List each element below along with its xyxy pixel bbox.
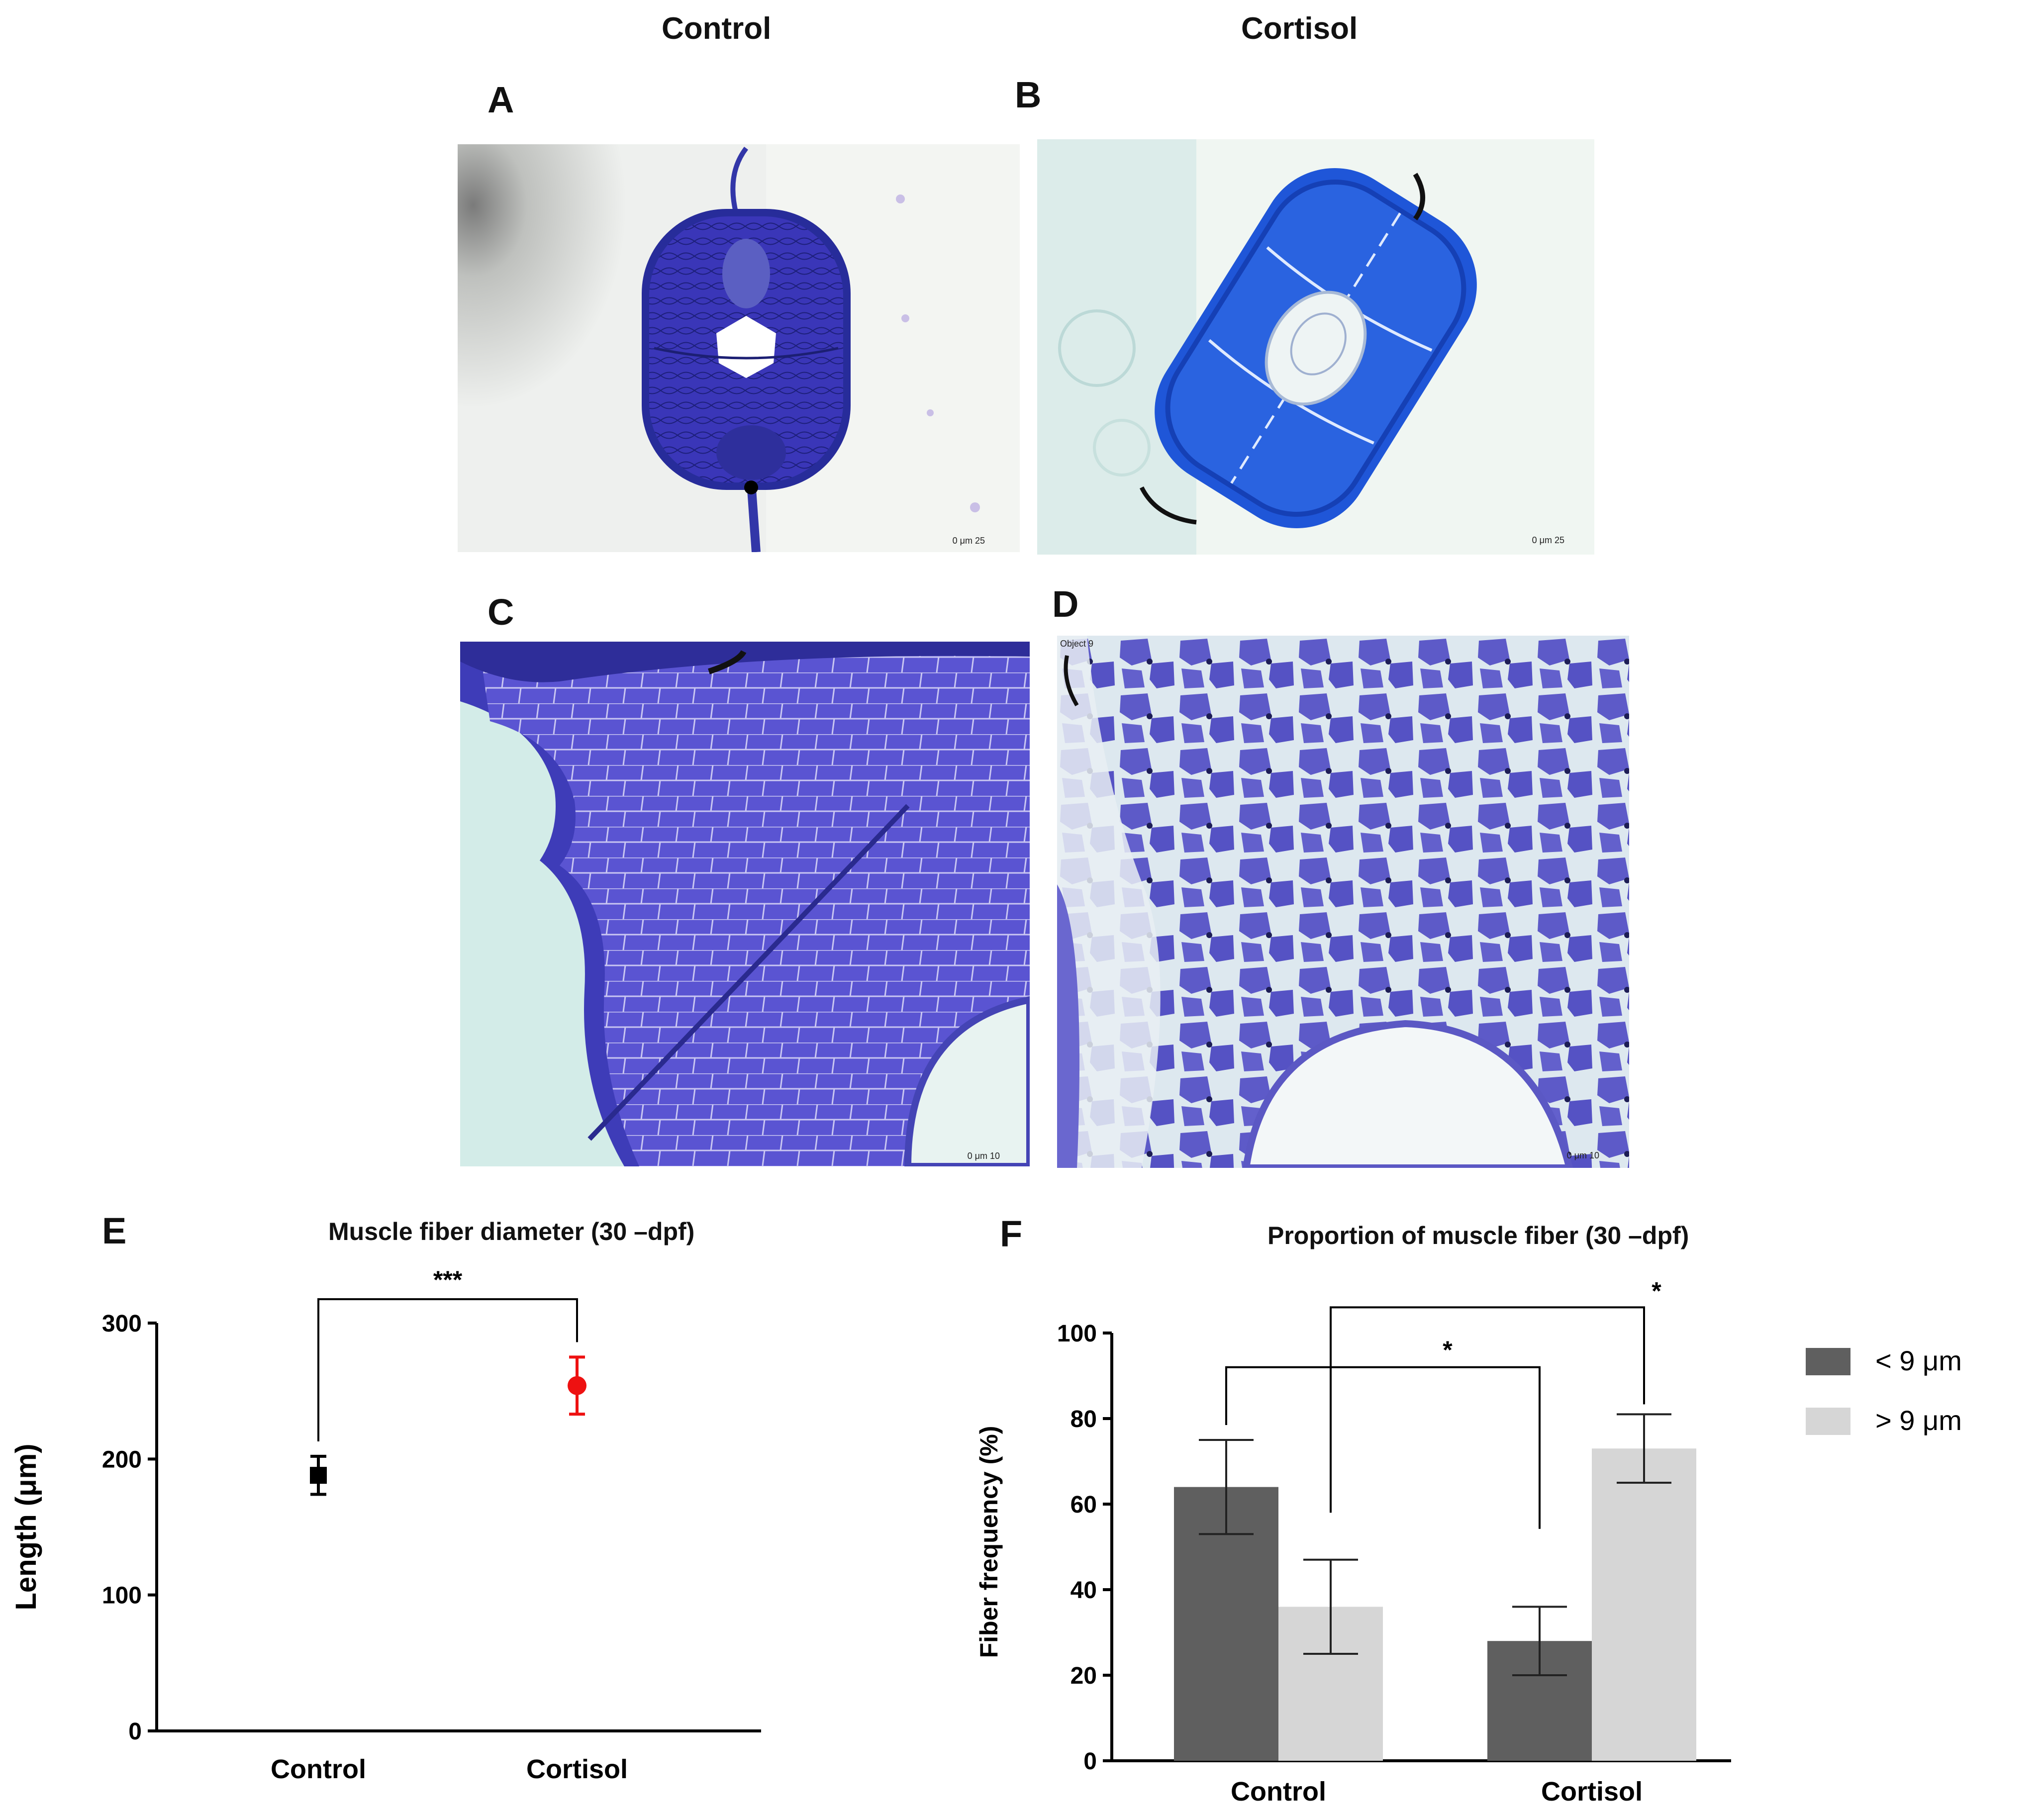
chart-e-title: Muscle fiber diameter (30 –dpf) — [328, 1218, 695, 1245]
chart-f-title: Proportion of muscle fiber (30 –dpf) — [1267, 1222, 1689, 1249]
scale-bar-d: 0 μm 10 — [1566, 1150, 1599, 1160]
chart-f-ytick-label: 20 — [1071, 1663, 1097, 1689]
column-heading-control: Control — [662, 11, 772, 46]
micrograph-c-image — [460, 642, 1030, 1166]
chart-f-ytick-label: 100 — [1057, 1321, 1097, 1347]
scale-bar-c: 0 μm 10 — [967, 1151, 1000, 1161]
scale-bar-a: 0 μm 25 — [952, 536, 985, 546]
panel-letter-f: F — [1000, 1213, 1023, 1254]
chart-f-legend-swatch — [1806, 1408, 1850, 1435]
panel-letter-d: D — [1052, 583, 1079, 625]
micrograph-d-image — [1057, 636, 1629, 1168]
micrograph-b-image — [1037, 139, 1594, 555]
chart-e-ytick-label: 200 — [102, 1446, 142, 1473]
chart-f-ytick-label: 0 — [1083, 1748, 1097, 1775]
chart-f-significance-bracket — [1330, 1306, 1645, 1513]
chart-e-marker-cortisol — [568, 1376, 586, 1395]
chart-f-significance-label: * — [1443, 1336, 1453, 1364]
chart-e-plot: 0 100 200 300 Control Cortisol *** Length (μ… — [10, 1266, 761, 1784]
chart-f-significance-bracket — [1225, 1366, 1541, 1529]
chart-e-xtick-label: Control — [271, 1754, 366, 1784]
panel-letter-e: E — [102, 1210, 127, 1251]
chart-e-significance-bracket — [317, 1298, 578, 1441]
panel-d-corner-label: Object 9 — [1060, 639, 1094, 649]
chart-f-ytick-label: 40 — [1071, 1577, 1097, 1604]
chart-e-ytick-label: 100 — [102, 1583, 142, 1609]
chart-f-legend-swatch — [1806, 1348, 1850, 1375]
chart-e-xtick-label: Cortisol — [526, 1754, 628, 1784]
panel-letter-a: A — [487, 79, 514, 120]
chart-f-xtick-label: Cortisol — [1541, 1777, 1643, 1807]
chart-e-marker-control — [310, 1467, 327, 1484]
chart-e-ytick-label: 0 — [128, 1718, 142, 1745]
micrograph-a-image — [458, 144, 1020, 552]
chart-f-xtick-label: Control — [1231, 1777, 1326, 1807]
scale-bar-b: 0 μm 25 — [1532, 535, 1564, 545]
chart-f-legend-label: > 9 μm — [1875, 1405, 1962, 1436]
chart-f-bar — [1592, 1448, 1696, 1761]
chart-e-ylabel: Length (μm) — [10, 1443, 42, 1610]
panel-letter-c: C — [487, 591, 514, 633]
chart-f-ytick-label: 80 — [1071, 1406, 1097, 1432]
chart-f-significance-label: * — [1652, 1277, 1661, 1305]
chart-e-significance-label: *** — [433, 1266, 463, 1294]
chart-f-plot: 0 20 40 60 80 100 Control Cortisol * * < 9 μm > … — [975, 1277, 1962, 1807]
micrograph-b: 0 μm 25 — [1037, 139, 1594, 555]
chart-f-legend-label: < 9 μm — [1875, 1345, 1962, 1376]
micrograph-d: Object 9 0 μm 10 — [1057, 636, 1629, 1168]
chart-f-ylabel: Fiber frequency (%) — [975, 1426, 1003, 1658]
chart-e-ytick-label: 300 — [102, 1311, 142, 1337]
chart-f-ytick-label: 60 — [1071, 1492, 1097, 1518]
panel-letter-b: B — [1015, 74, 1042, 115]
micrograph-c: 0 μm 10 — [460, 642, 1030, 1166]
column-heading-cortisol: Cortisol — [1241, 11, 1358, 46]
micrograph-a: 0 μm 25 — [458, 144, 1020, 552]
